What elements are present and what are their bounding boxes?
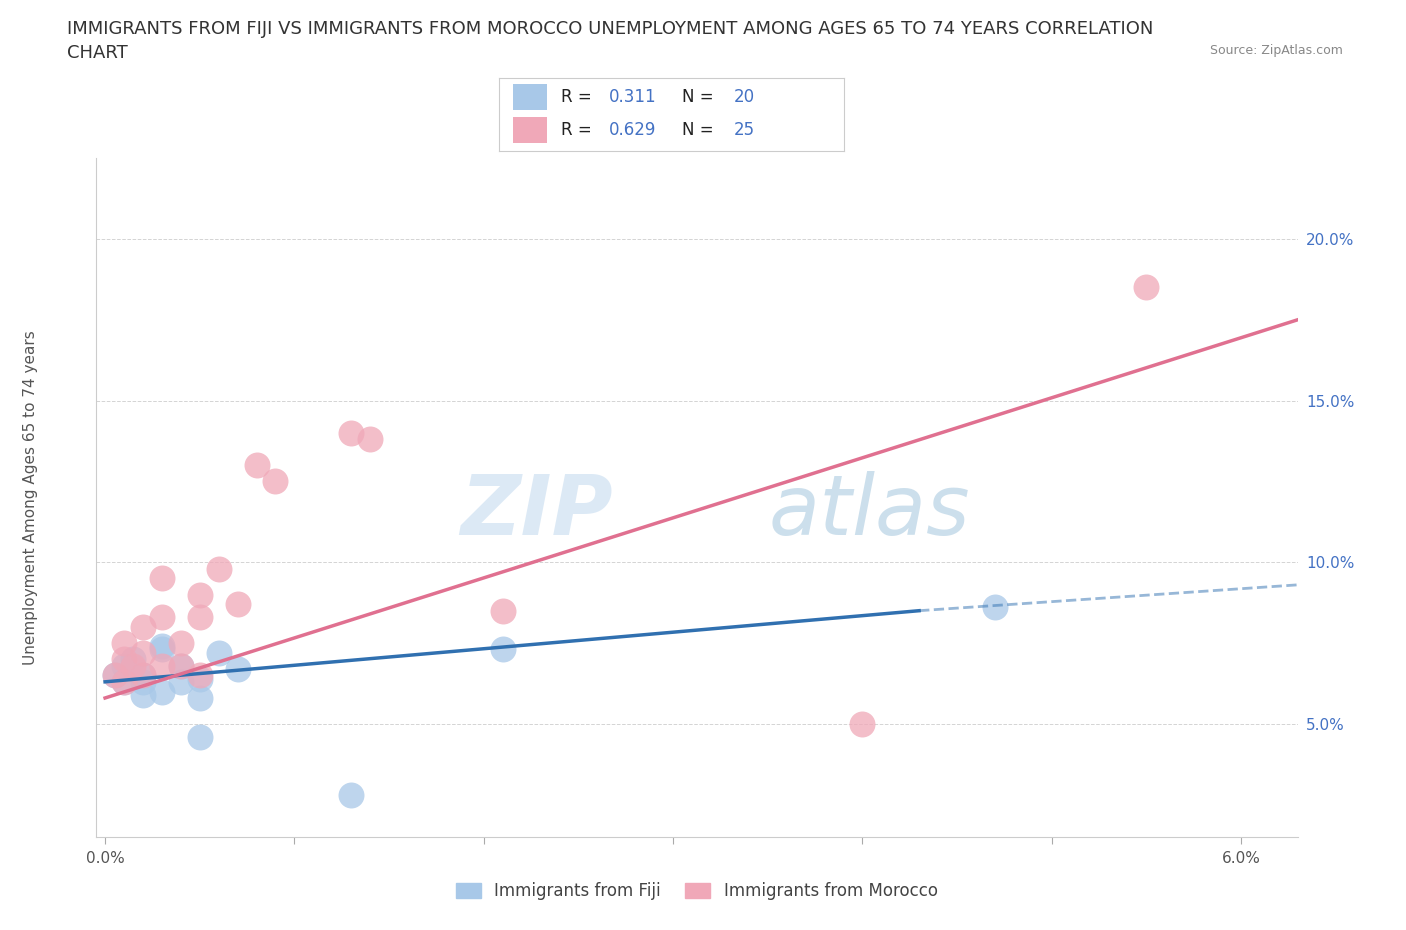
Point xyxy=(132,645,155,660)
Point xyxy=(1135,280,1157,295)
Point xyxy=(112,674,135,689)
Point xyxy=(103,668,125,683)
Point xyxy=(188,610,211,625)
Text: Source: ZipAtlas.com: Source: ZipAtlas.com xyxy=(1209,44,1343,57)
Point xyxy=(984,600,1007,615)
Point xyxy=(491,642,513,657)
Text: 0.311: 0.311 xyxy=(609,88,657,106)
Point xyxy=(491,604,513,618)
Text: Unemployment Among Ages 65 to 74 years: Unemployment Among Ages 65 to 74 years xyxy=(24,330,38,665)
Point xyxy=(132,668,155,683)
Point xyxy=(170,658,193,673)
Point xyxy=(122,658,145,673)
Legend: Immigrants from Fiji, Immigrants from Morocco: Immigrants from Fiji, Immigrants from Mo… xyxy=(449,875,945,907)
Text: 25: 25 xyxy=(734,121,755,140)
Text: N =: N = xyxy=(682,88,718,106)
Point xyxy=(132,619,155,634)
Point xyxy=(208,645,231,660)
Point xyxy=(226,661,249,676)
Point xyxy=(170,658,193,673)
Point xyxy=(208,561,231,576)
Bar xyxy=(513,117,547,143)
Bar xyxy=(513,84,547,110)
Point xyxy=(170,674,193,689)
Point xyxy=(170,635,193,650)
Text: IMMIGRANTS FROM FIJI VS IMMIGRANTS FROM MOROCCO UNEMPLOYMENT AMONG AGES 65 TO 74: IMMIGRANTS FROM FIJI VS IMMIGRANTS FROM … xyxy=(67,20,1154,38)
Point xyxy=(340,425,363,440)
Point xyxy=(122,652,145,667)
Point xyxy=(150,658,173,673)
Point xyxy=(188,671,211,686)
Point xyxy=(150,610,173,625)
Point xyxy=(112,652,135,667)
Text: CHART: CHART xyxy=(67,44,128,61)
Point xyxy=(851,716,873,731)
Text: 20: 20 xyxy=(734,88,755,106)
Text: N =: N = xyxy=(682,121,718,140)
Text: ZIP: ZIP xyxy=(460,471,613,551)
Point xyxy=(188,729,211,744)
Text: R =: R = xyxy=(561,88,598,106)
Point xyxy=(359,432,381,446)
Point xyxy=(188,587,211,602)
Point xyxy=(132,687,155,702)
Point xyxy=(150,642,173,657)
Point xyxy=(150,639,173,654)
Point xyxy=(112,658,135,673)
Point xyxy=(150,571,173,586)
Text: atlas: atlas xyxy=(769,471,970,551)
Point xyxy=(188,668,211,683)
Point xyxy=(264,474,287,489)
Text: R =: R = xyxy=(561,121,598,140)
Point xyxy=(340,788,363,803)
Point xyxy=(150,684,173,699)
Point xyxy=(132,668,155,683)
Text: 0.629: 0.629 xyxy=(609,121,657,140)
Point xyxy=(132,674,155,689)
Point xyxy=(112,674,135,689)
Point xyxy=(245,458,267,472)
Point xyxy=(226,597,249,612)
Point xyxy=(112,635,135,650)
Point xyxy=(188,691,211,706)
Point xyxy=(103,668,125,683)
